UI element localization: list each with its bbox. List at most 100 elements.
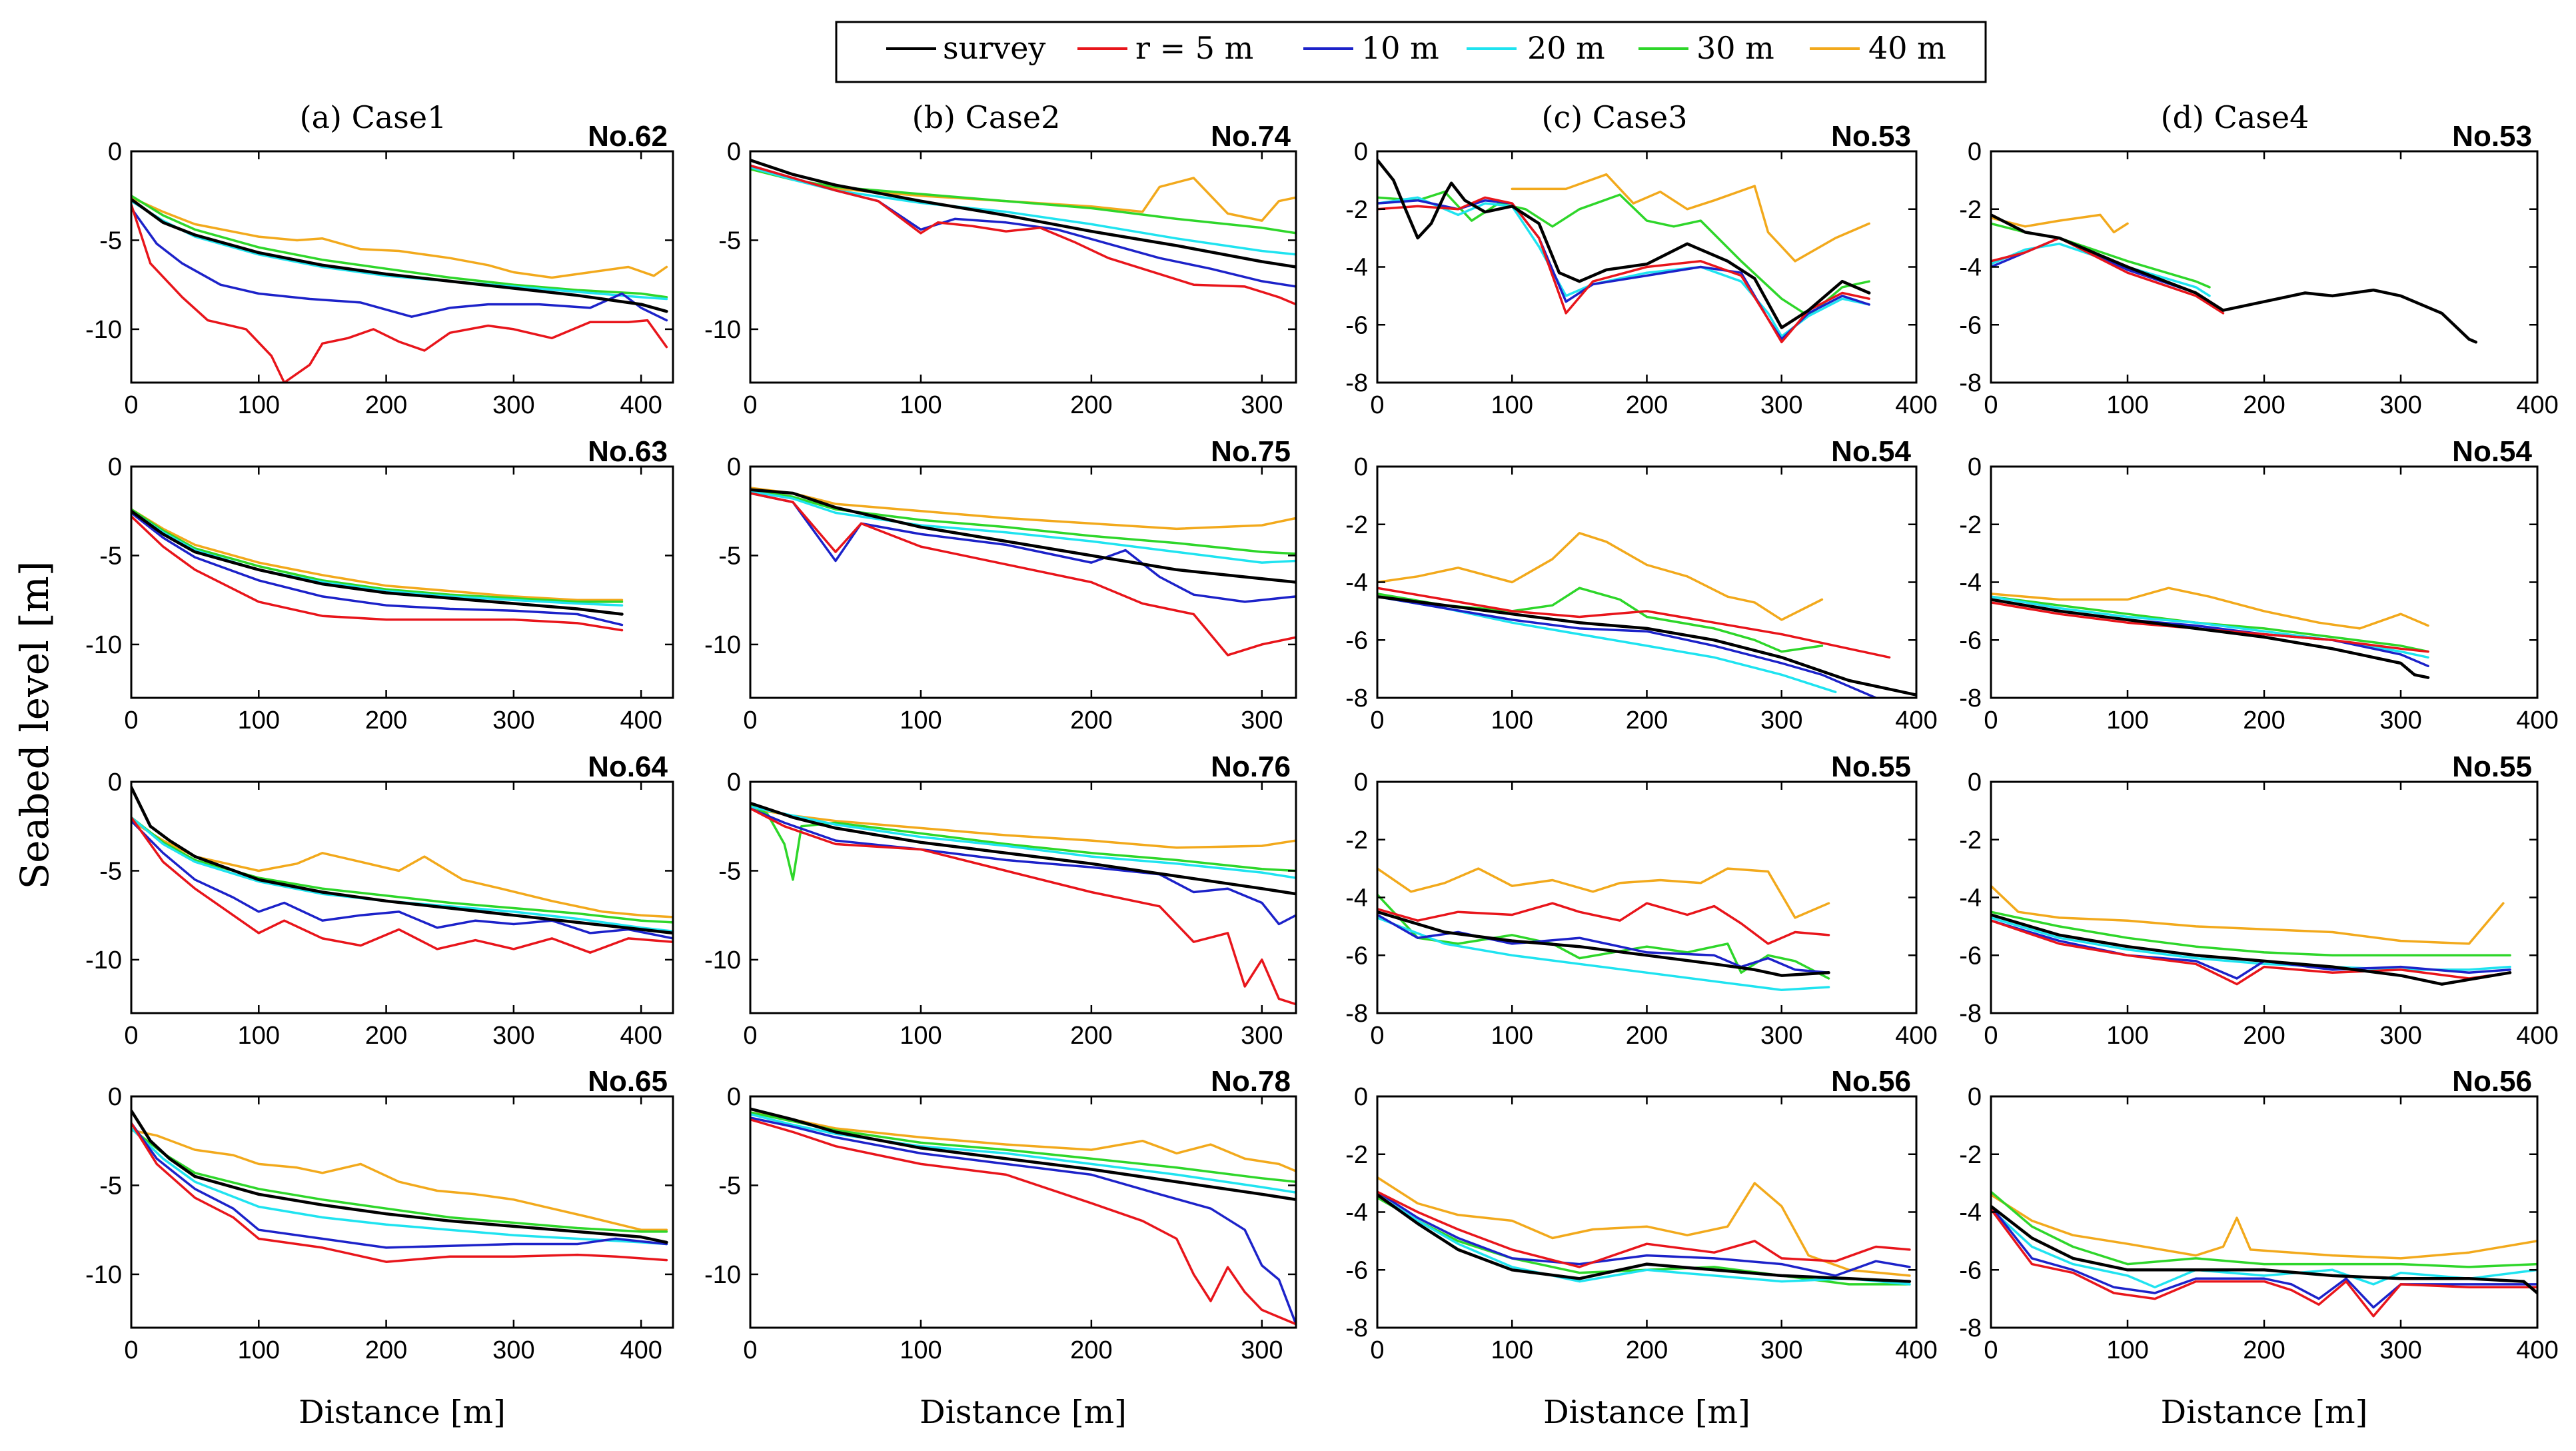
panel-3-3-series-survey — [1377, 910, 1830, 977]
x-axis-label-4: Distance [m] — [2161, 1394, 2368, 1431]
panel-4-4-series-40-m — [1991, 1193, 2537, 1260]
panel-2-3-profile-label: No.76 — [1211, 750, 1291, 783]
panel-2-4-frame — [749, 1095, 1297, 1329]
panel-2-3-xtick-label: 200 — [1070, 1022, 1112, 1050]
column-3: (c) Case3 0 100 200 300 400 0 -2 -4 -6 -8 No.53 0 100… — [1345, 99, 1938, 1431]
panel-2-4-ytick-label: -5 — [718, 1172, 741, 1200]
panel-1-2-series-r-5-m — [131, 515, 624, 632]
panel-4-2-series-20-m — [1991, 595, 2429, 659]
panel-4-4-xtick-label: 100 — [2106, 1336, 2148, 1364]
panel-2-4-series-survey — [750, 1107, 1296, 1202]
panel-2-3-ytick-label: -10 — [704, 946, 741, 974]
panel-3-4-xtick-label: 0 — [1370, 1336, 1384, 1364]
panel-3-2-xtick-label: 0 — [1370, 707, 1384, 734]
panel-3-4-series-40-m — [1377, 1176, 1911, 1277]
panel-1-2: 0 100 200 300 400 0 -5 -10 No.63 — [85, 435, 674, 734]
column-title-4: (d) Case4 — [2161, 99, 2309, 135]
panel-4-1-ytick-label: -8 — [1959, 369, 1982, 397]
panel-1-2-series-survey — [131, 509, 624, 616]
panel-1-1-profile-label: No.62 — [588, 120, 668, 153]
panel-4-2-ytick-label: -8 — [1959, 685, 1982, 713]
panel-2-2-series-survey — [750, 488, 1296, 584]
panel-3-4-series-10-m — [1377, 1190, 1911, 1277]
panel-1-2-xtick-label: 400 — [620, 707, 662, 734]
panel-1-3-series — [131, 785, 673, 954]
panel-1-1-xtick-label: 400 — [620, 391, 662, 419]
panel-3-2-ytick-label: -2 — [1345, 511, 1368, 539]
panel-3-2: 0 100 200 300 400 0 -2 -4 -6 -8 No.54 — [1345, 435, 1938, 734]
panel-3-3-ytick-label: -4 — [1345, 884, 1368, 912]
panel-2-3-ytick-label: 0 — [727, 768, 741, 796]
panel-2-2: 0 100 200 300 0 -5 -10 No.75 — [704, 435, 1297, 734]
panel-1-3-ytick-label: -10 — [85, 946, 122, 974]
legend-label-30-m: 30 m — [1696, 30, 1774, 66]
panel-3-1-xtick-label: 300 — [1760, 391, 1802, 419]
panel-3-1-series-survey — [1377, 158, 1871, 329]
panel-2-2-series — [750, 487, 1296, 657]
panel-2-2-series-r-5-m — [750, 492, 1296, 657]
panel-3-4-series — [1377, 1176, 1912, 1286]
column-title-2: (b) Case2 — [912, 99, 1061, 135]
panel-3-3-profile-label: No.55 — [1831, 750, 1911, 783]
panel-4-4: 0 100 200 300 400 0 -2 -4 -6 -8 No.56 Distance [m] — [1959, 1065, 2559, 1431]
panel-3-1-xtick-label: 100 — [1491, 391, 1533, 419]
panel-4-3-ytick-label: -2 — [1959, 826, 1982, 854]
column-2: (b) Case2 0 100 200 300 0 -5 -10 No.74 0 100 200 300… — [704, 99, 1297, 1431]
panel-4-2-series-30-m — [1991, 595, 2429, 653]
panel-2-1-ytick-label: 0 — [727, 138, 741, 166]
panel-4-2-xtick-label: 400 — [2516, 707, 2558, 734]
x-axis-label-2: Distance [m] — [920, 1394, 1127, 1431]
panel-1-4-series-30-m — [131, 1127, 668, 1233]
panel-grid: (a) Case1 0 100 200 300 400 0 -5 -10 No.62 0 100 200… — [85, 99, 2559, 1431]
panel-3-4-plot-area — [1377, 1096, 1916, 1328]
column-1: (a) Case1 0 100 200 300 400 0 -5 -10 No.62 0 100 200… — [85, 99, 674, 1431]
panel-3-3-xtick-label: 0 — [1370, 1022, 1384, 1050]
panel-2-4-series-40-m — [750, 1111, 1296, 1172]
panel-3-2-xtick-label: 400 — [1895, 707, 1937, 734]
panel-1-4-series-10-m — [131, 1122, 668, 1249]
panel-1-4-plot-area — [131, 1096, 673, 1328]
panel-1-4-xtick-label: 300 — [492, 1336, 534, 1364]
panel-1-3-xtick-label: 100 — [238, 1022, 280, 1050]
panel-2-4-xtick-label: 300 — [1241, 1336, 1283, 1364]
legend: survey r = 5 m 10 m 20 m 30 m 40 m — [835, 21, 1987, 83]
panel-1-1-series-r-5-m — [131, 203, 668, 383]
panel-4-3-xtick-label: 400 — [2516, 1022, 2558, 1050]
panel-1-3-series-30-m — [131, 816, 673, 924]
panel-1-3-xtick-label: 300 — [492, 1022, 534, 1050]
panel-1-4-ytick-label: -5 — [99, 1172, 122, 1200]
panel-2-3-series-survey — [750, 801, 1296, 896]
panel-4-1-xtick-label: 300 — [2379, 391, 2421, 419]
panel-1-1-series-survey — [131, 197, 668, 313]
panel-3-3-xtick-label: 200 — [1626, 1022, 1668, 1050]
panel-3-2-xtick-label: 100 — [1491, 707, 1533, 734]
panel-1-2-xtick-label: 100 — [238, 707, 280, 734]
legend-label-40-m: 40 m — [1868, 30, 1946, 66]
panel-4-4-profile-label: No.56 — [2452, 1065, 2532, 1098]
panel-1-1-ytick-label: -10 — [85, 316, 122, 344]
panel-4-4-xtick-label: 300 — [2379, 1336, 2421, 1364]
panel-4-2-xtick-label: 100 — [2106, 707, 2148, 734]
panel-4-3-series — [1991, 884, 2512, 986]
panel-3-4-series-r-5-m — [1377, 1190, 1911, 1268]
panel-3-1-series — [1377, 158, 1871, 344]
panel-2-2-series-10-m — [750, 492, 1296, 603]
column-4: (d) Case4 0 100 200 300 400 0 -2 -4 -6 -8 No.53 0 100… — [1959, 99, 2559, 1431]
panel-1-2-xtick-label: 200 — [365, 707, 407, 734]
panel-1-3-profile-label: No.64 — [588, 750, 668, 783]
panel-4-2-xtick-label: 0 — [1984, 707, 1998, 734]
panel-2-3-series-20-m — [750, 805, 1296, 879]
panel-2-2-series-30-m — [750, 488, 1296, 555]
panel-4-1-ytick-label: -2 — [1959, 196, 1982, 224]
panel-4-2-xtick-label: 300 — [2379, 707, 2421, 734]
panel-3-1-ytick-label: -2 — [1345, 196, 1368, 224]
legend-label-10-m: 10 m — [1361, 30, 1439, 66]
panel-4-2-ytick-label: 0 — [1968, 453, 1982, 481]
panel-3-4-xtick-label: 400 — [1895, 1336, 1937, 1364]
panel-3-2-series — [1377, 532, 1916, 698]
panel-3-3-series-r-5-m — [1377, 902, 1830, 945]
panel-2-1-series-survey — [750, 159, 1296, 269]
panel-1-4-xtick-label: 100 — [238, 1336, 280, 1364]
panel-3-3-ytick-label: -6 — [1345, 942, 1368, 970]
column-title-3: (c) Case3 — [1542, 99, 1688, 135]
